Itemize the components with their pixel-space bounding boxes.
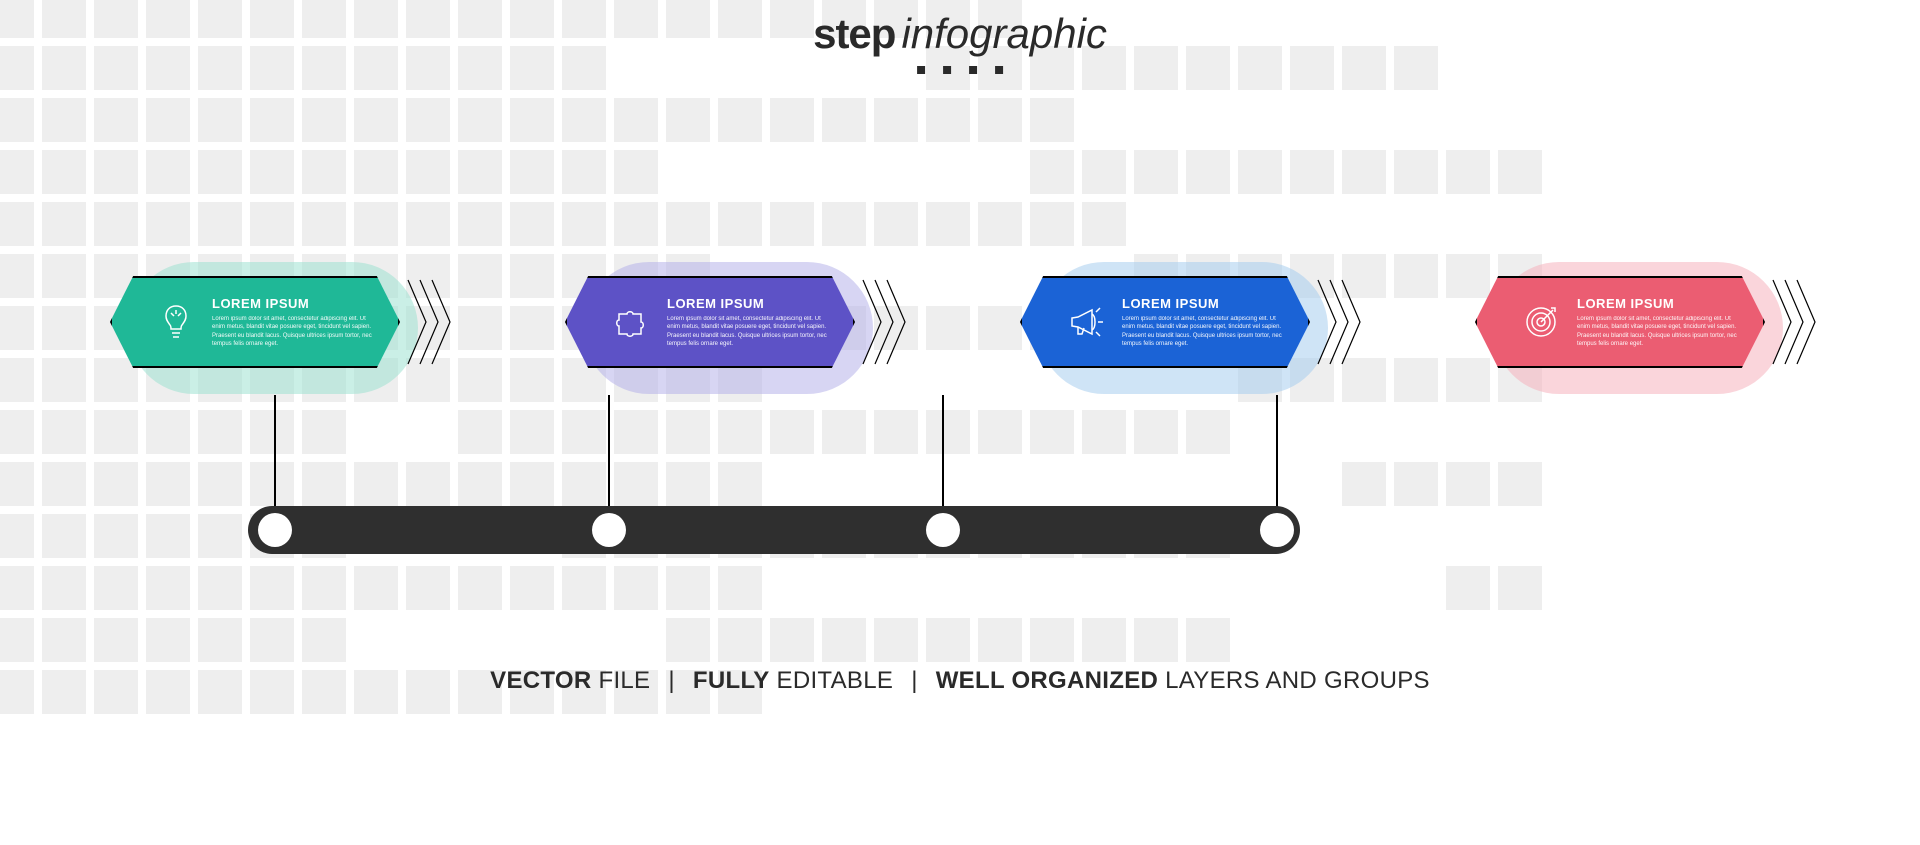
title-dot: [995, 66, 1003, 74]
megaphone-icon: [1066, 302, 1106, 342]
title-dot: [917, 66, 925, 74]
title-bold: step: [813, 10, 895, 57]
infographic-canvas: stepinfographic LOREM IPSUM Lorem ipsum d…: [0, 0, 1920, 845]
step-hexagon: LOREM IPSUM Lorem ipsum dolor sit amet, c…: [565, 276, 855, 368]
step-title: LOREM IPSUM: [212, 296, 372, 311]
footer-bold: WELL ORGANIZED: [936, 667, 1158, 694]
chevron-icon: [1316, 278, 1362, 366]
step-2: LOREM IPSUM Lorem ipsum dolor sit amet, c…: [565, 264, 900, 394]
step-text: LOREM IPSUM Lorem ipsum dolor sit amet, c…: [212, 296, 372, 347]
step-text: LOREM IPSUM Lorem ipsum dolor sit amet, c…: [1122, 296, 1282, 347]
chevron-icon: [406, 278, 452, 366]
title-dot: [969, 66, 977, 74]
steps-row: LOREM IPSUM Lorem ipsum dolor sit amet, c…: [110, 264, 1810, 394]
footer-bold: FULLY: [693, 667, 770, 694]
timeline-bar: [248, 506, 1300, 554]
step-title: LOREM IPSUM: [1122, 296, 1282, 311]
step-text: LOREM IPSUM Lorem ipsum dolor sit amet, c…: [1577, 296, 1737, 347]
title-dot: [943, 66, 951, 74]
title-dots: [813, 66, 1107, 74]
connector-line: [942, 395, 944, 512]
footer-text: VECTOR FILE | FULLY EDITABLE | WELL ORGANIZE…: [490, 667, 1430, 695]
step-title: LOREM IPSUM: [667, 296, 827, 311]
puzzle-icon: [611, 302, 651, 342]
step-hexagon: LOREM IPSUM Lorem ipsum dolor sit amet, c…: [1475, 276, 1765, 368]
target-icon: [1521, 302, 1561, 342]
footer-bold: VECTOR: [490, 667, 591, 694]
step-title: LOREM IPSUM: [1577, 296, 1737, 311]
timeline-dot: [592, 513, 626, 547]
step-4: LOREM IPSUM Lorem ipsum dolor sit amet, c…: [1475, 264, 1810, 394]
step-1: LOREM IPSUM Lorem ipsum dolor sit amet, c…: [110, 264, 445, 394]
chevron-icon: [1771, 278, 1817, 366]
step-body: Lorem ipsum dolor sit amet, consectetur …: [667, 315, 827, 347]
main-title: stepinfographic: [813, 10, 1107, 74]
connector-line: [608, 395, 610, 512]
footer-light: LAYERS AND GROUPS: [1158, 667, 1430, 694]
step-hexagon: LOREM IPSUM Lorem ipsum dolor sit amet, c…: [110, 276, 400, 368]
timeline-dot: [1260, 513, 1294, 547]
footer-separator: |: [911, 667, 918, 694]
chevron-icon: [861, 278, 907, 366]
step-hexagon: LOREM IPSUM Lorem ipsum dolor sit amet, c…: [1020, 276, 1310, 368]
timeline-dot: [926, 513, 960, 547]
footer-separator: |: [668, 667, 675, 694]
footer-light: EDITABLE: [770, 667, 894, 694]
step-body: Lorem ipsum dolor sit amet, consectetur …: [1577, 315, 1737, 347]
step-body: Lorem ipsum dolor sit amet, consectetur …: [1122, 315, 1282, 347]
connector-line: [274, 395, 276, 512]
connector-line: [1276, 395, 1278, 512]
step-text: LOREM IPSUM Lorem ipsum dolor sit amet, c…: [667, 296, 827, 347]
footer-light: FILE: [592, 667, 651, 694]
step-body: Lorem ipsum dolor sit amet, consectetur …: [212, 315, 372, 347]
step-3: LOREM IPSUM Lorem ipsum dolor sit amet, c…: [1020, 264, 1355, 394]
bulb-icon: [156, 302, 196, 342]
title-italic: infographic: [901, 10, 1106, 57]
timeline-dot: [258, 513, 292, 547]
title-text: stepinfographic: [813, 10, 1107, 58]
